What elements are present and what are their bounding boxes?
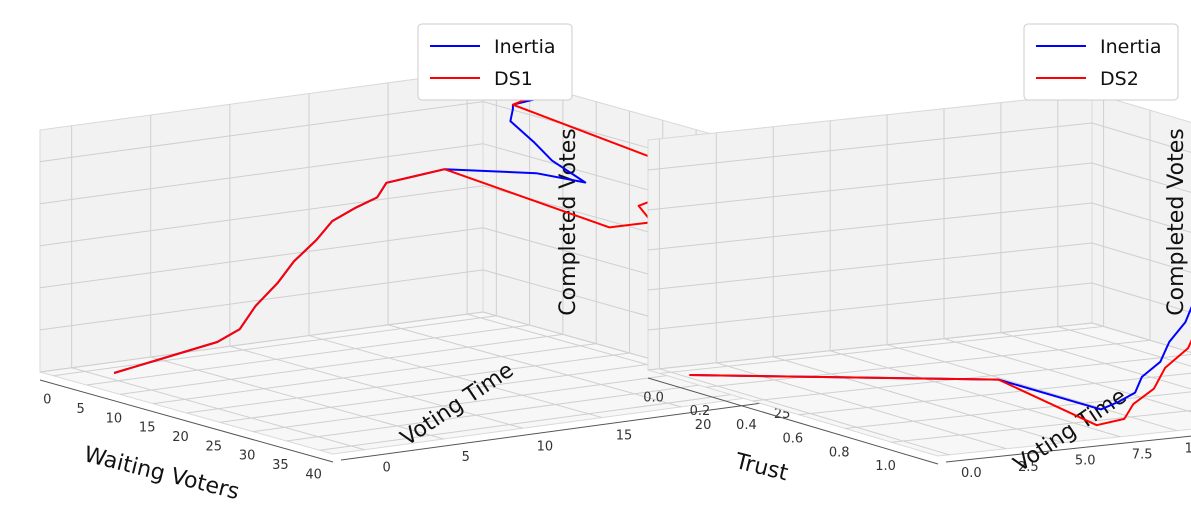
- x-tick-label: 5: [76, 402, 84, 417]
- x-tick-label: 0.0: [643, 390, 664, 405]
- y-tick-label: 2.5: [1018, 460, 1039, 475]
- legend-label: DS2: [1100, 68, 1139, 90]
- grid-y-floor: [71, 367, 365, 451]
- series-line-ds2: [689, 339, 1191, 427]
- y-axis-line: [340, 399, 785, 461]
- x-tick-label: 0.4: [736, 418, 757, 433]
- y-tick-label: 0: [383, 461, 391, 476]
- grid-y-floor: [1000, 332, 1191, 390]
- grid-x-floor: [253, 371, 697, 433]
- grid-x-floor: [186, 352, 630, 414]
- grid-x-floor: [659, 325, 1104, 374]
- grid-x-floor: [53, 315, 497, 377]
- x-tick-label: 1.0: [875, 459, 896, 474]
- legend: Inertia DS2: [1023, 23, 1179, 101]
- back-left-pane: [647, 92, 1093, 371]
- legend-label: Inertia: [1100, 36, 1162, 58]
- legend-label: Inertia: [494, 36, 556, 58]
- grid-x-floor: [798, 372, 1191, 416]
- gridlines: [647, 96, 1191, 456]
- grid-y-floor: [387, 324, 682, 408]
- y-axis-line: [945, 435, 1191, 463]
- grid-y-floor: [1057, 326, 1191, 367]
- x-tick-label: 10: [106, 411, 123, 426]
- x-tick-label: 35: [272, 458, 289, 473]
- x-axis-line: [647, 377, 939, 465]
- z-axis-label: Completed Votes: [1164, 128, 1189, 315]
- legend-box: [417, 23, 573, 101]
- x-tick-label: 40: [305, 467, 322, 482]
- y-tick-label: 5: [462, 450, 470, 465]
- grid-x-floor: [86, 324, 530, 386]
- grid-z: [647, 242, 1191, 291]
- x-tick-label: 15: [139, 421, 156, 436]
- grid-x-floor: [845, 391, 1191, 429]
- grid-z: [647, 322, 1191, 371]
- x-tick-label: 30: [239, 449, 256, 464]
- legend-label: DS1: [494, 68, 533, 90]
- y-tick-label: 20: [695, 418, 712, 433]
- grid-x-floor: [319, 389, 763, 451]
- grid-y-floor: [308, 335, 603, 419]
- grid-y-floor: [773, 356, 1064, 444]
- legend-box: [1023, 23, 1179, 101]
- x-tick-label: 20: [172, 430, 189, 445]
- x-tick-label: 0.2: [690, 404, 711, 419]
- grid-x-floor: [119, 333, 563, 395]
- x-tick-label: 0.6: [782, 432, 803, 447]
- grid-x-floor: [219, 361, 663, 423]
- grid-z: [647, 122, 1191, 171]
- grid-y-floor: [229, 345, 523, 429]
- grid-y-floor: [659, 368, 950, 456]
- grid-x-floor: [705, 339, 1151, 388]
- x-axis-line: [39, 379, 334, 463]
- grid-z: [647, 282, 1191, 331]
- x-tick-label: 0.8: [829, 445, 850, 460]
- grid-x-floor: [752, 354, 1191, 402]
- x-axis-label: Trust: [732, 449, 791, 486]
- grid-x-floor: [153, 343, 597, 405]
- grid-x-floor: [286, 380, 730, 442]
- x-tick-label: 25: [206, 439, 223, 454]
- series-line-inertia: [689, 305, 1191, 411]
- y-tick-label: 10.0: [1185, 442, 1191, 457]
- z-axis-label: Completed Votes: [556, 128, 581, 315]
- grid-y-floor: [943, 338, 1191, 413]
- y-tick-label: 0.0: [961, 466, 982, 481]
- x-tick-label: 0: [43, 393, 51, 408]
- y-tick-label: 15: [616, 429, 633, 444]
- chart-2: 0.00.20.40.60.81.00.02.55.07.510.012.515…: [643, 23, 1191, 486]
- grid-z: [647, 202, 1191, 251]
- y-tick-label: 7.5: [1132, 448, 1153, 463]
- grid-y-floor: [150, 356, 444, 440]
- grid-z: [647, 162, 1191, 211]
- legend: Inertia DS1: [417, 23, 573, 101]
- y-tick-label: 5.0: [1075, 454, 1096, 469]
- back-right-pane: [1091, 92, 1191, 353]
- grid-y-floor: [830, 350, 1121, 438]
- grid-x-floor: [891, 410, 1191, 443]
- y-tick-label: 10: [537, 439, 554, 454]
- grid-y-floor: [886, 344, 1178, 432]
